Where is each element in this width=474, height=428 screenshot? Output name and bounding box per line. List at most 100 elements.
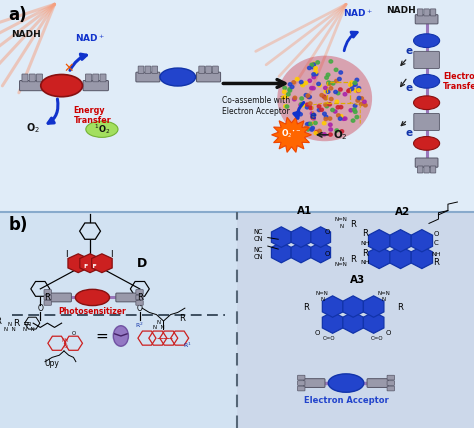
Circle shape xyxy=(322,95,326,98)
Circle shape xyxy=(285,105,289,108)
Circle shape xyxy=(295,123,299,127)
Circle shape xyxy=(320,94,324,97)
Circle shape xyxy=(329,128,332,131)
Circle shape xyxy=(306,128,310,131)
FancyBboxPatch shape xyxy=(0,212,474,428)
Polygon shape xyxy=(91,254,112,273)
Circle shape xyxy=(322,122,326,125)
Ellipse shape xyxy=(413,74,440,88)
FancyBboxPatch shape xyxy=(93,74,99,82)
Circle shape xyxy=(310,65,314,69)
Circle shape xyxy=(306,122,309,126)
FancyBboxPatch shape xyxy=(298,375,305,380)
FancyBboxPatch shape xyxy=(116,293,137,302)
Circle shape xyxy=(292,98,296,101)
Text: NH: NH xyxy=(360,241,370,246)
Text: N=N: N=N xyxy=(316,291,329,296)
Circle shape xyxy=(310,128,314,131)
Text: O: O xyxy=(37,304,43,313)
Text: A1: A1 xyxy=(297,206,312,216)
Text: a): a) xyxy=(9,6,27,24)
Circle shape xyxy=(337,77,341,80)
Circle shape xyxy=(308,66,311,70)
Polygon shape xyxy=(411,229,433,252)
Text: e: e xyxy=(405,83,412,93)
Text: F  F: F F xyxy=(84,264,96,269)
FancyBboxPatch shape xyxy=(424,166,429,173)
Text: R$^1$: R$^1$ xyxy=(183,340,191,350)
Text: O: O xyxy=(324,229,330,235)
Text: N: N xyxy=(339,257,343,262)
Circle shape xyxy=(283,86,286,89)
Polygon shape xyxy=(390,247,411,269)
Circle shape xyxy=(339,71,343,74)
Circle shape xyxy=(331,108,334,112)
Text: I: I xyxy=(65,250,68,259)
Ellipse shape xyxy=(160,68,195,86)
Circle shape xyxy=(309,107,313,110)
Circle shape xyxy=(354,83,357,86)
Circle shape xyxy=(309,102,312,105)
Circle shape xyxy=(317,82,320,86)
Polygon shape xyxy=(311,242,330,263)
FancyBboxPatch shape xyxy=(387,386,394,391)
Ellipse shape xyxy=(75,289,109,306)
FancyBboxPatch shape xyxy=(145,66,151,74)
Circle shape xyxy=(311,116,314,119)
Circle shape xyxy=(328,103,331,106)
Circle shape xyxy=(356,89,360,92)
Circle shape xyxy=(357,86,361,90)
Circle shape xyxy=(317,108,321,112)
Polygon shape xyxy=(368,247,390,269)
Circle shape xyxy=(288,83,292,86)
Circle shape xyxy=(312,113,316,116)
Circle shape xyxy=(316,61,319,64)
FancyBboxPatch shape xyxy=(29,74,35,82)
Circle shape xyxy=(322,133,326,136)
Text: O$_2$: O$_2$ xyxy=(26,122,40,135)
Text: N
N  N: N N N xyxy=(153,320,164,330)
Ellipse shape xyxy=(413,34,440,48)
Circle shape xyxy=(288,89,292,92)
Circle shape xyxy=(290,85,294,89)
FancyBboxPatch shape xyxy=(212,66,219,74)
Text: N: N xyxy=(382,297,386,302)
FancyBboxPatch shape xyxy=(197,72,220,82)
Polygon shape xyxy=(311,227,330,247)
Text: N=N: N=N xyxy=(335,217,348,222)
Circle shape xyxy=(301,83,304,87)
FancyBboxPatch shape xyxy=(424,9,429,16)
Circle shape xyxy=(357,89,361,92)
Circle shape xyxy=(336,106,340,109)
Text: N: N xyxy=(339,224,343,229)
Circle shape xyxy=(324,86,327,89)
Text: R: R xyxy=(350,220,356,229)
Circle shape xyxy=(325,104,328,108)
Circle shape xyxy=(325,76,328,79)
FancyBboxPatch shape xyxy=(152,66,158,74)
Circle shape xyxy=(357,96,361,100)
Text: O$_2$: O$_2$ xyxy=(333,128,348,142)
Text: C=O: C=O xyxy=(323,336,336,341)
Circle shape xyxy=(354,89,358,92)
Circle shape xyxy=(314,72,318,76)
Text: NH: NH xyxy=(431,252,441,256)
Circle shape xyxy=(354,110,357,113)
Circle shape xyxy=(284,104,287,108)
Text: R: R xyxy=(350,255,356,264)
Circle shape xyxy=(328,82,332,85)
Text: R: R xyxy=(362,249,368,258)
Circle shape xyxy=(343,92,347,96)
Circle shape xyxy=(342,117,346,120)
Circle shape xyxy=(363,100,366,103)
Text: A2: A2 xyxy=(395,207,410,217)
Text: e: e xyxy=(405,128,412,138)
Circle shape xyxy=(335,80,338,83)
Text: N=N: N=N xyxy=(377,291,391,296)
Circle shape xyxy=(327,82,331,85)
FancyBboxPatch shape xyxy=(206,66,211,74)
Circle shape xyxy=(327,81,330,84)
Circle shape xyxy=(288,88,292,91)
Circle shape xyxy=(355,116,359,119)
Text: ✕: ✕ xyxy=(64,62,74,75)
